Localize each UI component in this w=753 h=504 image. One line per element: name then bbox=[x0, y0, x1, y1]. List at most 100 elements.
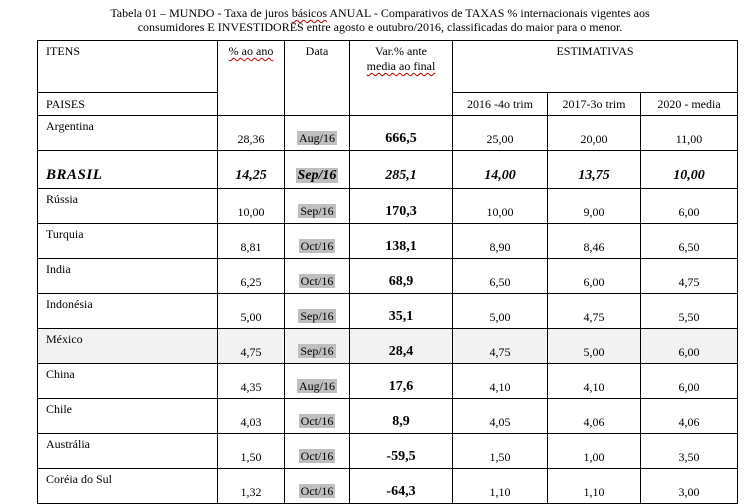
est-2020: 4,06 bbox=[639, 398, 739, 434]
table-row: Indonésia 5,00 Sep/16 35,1 5,00 4,75 5,5… bbox=[37, 293, 739, 329]
header-estimativas: ESTIMATIVAS bbox=[451, 40, 739, 93]
header-paises: PAISES bbox=[37, 92, 218, 116]
date-badge: Oct/16 bbox=[298, 484, 336, 498]
table-row: Chile 4,03 Oct/16 8,9 4,05 4,06 4,06 bbox=[37, 398, 739, 434]
var-pct: 285,1 bbox=[349, 150, 453, 189]
var-pct: 28,4 bbox=[349, 328, 453, 364]
rate-pct: 4,35 bbox=[217, 363, 285, 399]
est-2017: 9,00 bbox=[547, 188, 641, 224]
est-2020: 6,50 bbox=[639, 223, 739, 259]
rate-date: Oct/16 bbox=[284, 223, 350, 259]
est-2017: 4,06 bbox=[547, 398, 641, 434]
caption-text: Tabela 01 – MUNDO - Taxa de juros bbox=[110, 6, 292, 20]
est-2020: 10,00 bbox=[639, 150, 739, 189]
est-2020: 6,00 bbox=[639, 328, 739, 364]
header-pct-ao-ano: % ao ano bbox=[217, 40, 285, 116]
country-name: Turquia bbox=[37, 223, 218, 259]
rate-date: Oct/16 bbox=[284, 258, 350, 294]
table-row: Argentina 28,36 Aug/16 666,5 25,00 20,00… bbox=[37, 115, 739, 151]
rate-pct: 4,75 bbox=[217, 328, 285, 364]
date-badge: Oct/16 bbox=[298, 414, 336, 428]
est-2020: 5,50 bbox=[639, 293, 739, 329]
est-2017: 6,00 bbox=[547, 258, 641, 294]
country-name: India bbox=[37, 258, 218, 294]
rate-date: Sep/16 bbox=[284, 293, 350, 329]
est-2017: 4,75 bbox=[547, 293, 641, 329]
est-2017: 4,10 bbox=[547, 363, 641, 399]
rate-date: Sep/16 bbox=[284, 150, 350, 189]
rate-pct: 10,00 bbox=[217, 188, 285, 224]
date-badge: Oct/16 bbox=[298, 239, 336, 253]
var-pct: -64,3 bbox=[349, 468, 453, 504]
date-badge: Sep/16 bbox=[298, 309, 336, 323]
table-row: India 6,25 Oct/16 68,9 6,50 6,00 4,75 bbox=[37, 258, 739, 294]
header-est-2016: 2016 -4o trim bbox=[452, 92, 548, 116]
est-2020: 6,00 bbox=[639, 188, 739, 224]
table-row: Turquia 8,81 Oct/16 138,1 8,90 8,46 6,50 bbox=[37, 223, 739, 259]
est-2016: 4,05 bbox=[452, 398, 548, 434]
var-pct: 68,9 bbox=[349, 258, 453, 294]
est-2016: 1,10 bbox=[452, 468, 548, 504]
rate-date: Oct/16 bbox=[284, 433, 350, 469]
est-2017: 5,00 bbox=[547, 328, 641, 364]
est-2016: 10,00 bbox=[452, 188, 548, 224]
country-name: Indonésia bbox=[37, 293, 218, 329]
est-2020: 11,00 bbox=[639, 115, 739, 151]
table-caption: Tabela 01 – MUNDO - Taxa de juros básico… bbox=[60, 6, 700, 34]
header-row-1: ITENS % ao ano Data Var.% ante media ao … bbox=[37, 40, 739, 116]
interest-rate-table: ITENS % ao ano Data Var.% ante media ao … bbox=[37, 40, 739, 504]
est-2017: 1,10 bbox=[547, 468, 641, 504]
date-badge: Oct/16 bbox=[298, 449, 336, 463]
header-row-2: PAISES 2016 -4o trim 2017-3o trim 2020 -… bbox=[37, 92, 739, 116]
date-badge: Sep/16 bbox=[298, 344, 336, 358]
var-pct: 170,3 bbox=[349, 188, 453, 224]
country-name: México bbox=[37, 328, 218, 364]
rate-pct: 4,03 bbox=[217, 398, 285, 434]
table-row: México 4,75 Sep/16 28,4 4,75 5,00 6,00 bbox=[37, 328, 739, 364]
rate-date: Sep/16 bbox=[284, 188, 350, 224]
table-row: Coréia do Sul 1,32 Oct/16 -64,3 1,10 1,1… bbox=[37, 468, 739, 504]
est-2017: 8,46 bbox=[547, 223, 641, 259]
table-row: Rússia 10,00 Sep/16 170,3 10,00 9,00 6,0… bbox=[37, 188, 739, 224]
var-pct: 17,6 bbox=[349, 363, 453, 399]
caption-line-1: Tabela 01 – MUNDO - Taxa de juros básico… bbox=[60, 6, 700, 20]
country-name: China bbox=[37, 363, 218, 399]
var-pct: 666,5 bbox=[349, 115, 453, 151]
date-badge: Aug/16 bbox=[297, 379, 337, 393]
est-2016: 25,00 bbox=[452, 115, 548, 151]
caption-line-2: consumidores E INVESTIDORES entre agosto… bbox=[137, 20, 623, 34]
est-2016: 6,50 bbox=[452, 258, 548, 294]
header-var: Var.% ante media ao final bbox=[349, 40, 453, 116]
est-2017: 1,00 bbox=[547, 433, 641, 469]
var-pct: 8,9 bbox=[349, 398, 453, 434]
rate-pct: 8,81 bbox=[217, 223, 285, 259]
est-2016: 5,00 bbox=[452, 293, 548, 329]
est-2020: 3,00 bbox=[639, 468, 739, 504]
date-badge: Sep/16 bbox=[298, 204, 336, 218]
date-badge: Sep/16 bbox=[295, 168, 339, 183]
est-2016: 1,50 bbox=[452, 433, 548, 469]
est-2016: 14,00 bbox=[452, 150, 548, 189]
est-2020: 6,00 bbox=[639, 363, 739, 399]
country-name: Austrália bbox=[37, 433, 218, 469]
var-pct: -59,5 bbox=[349, 433, 453, 469]
rate-date: Oct/16 bbox=[284, 398, 350, 434]
est-2017: 13,75 bbox=[547, 150, 641, 189]
var-pct: 35,1 bbox=[349, 293, 453, 329]
rate-pct: 1,50 bbox=[217, 433, 285, 469]
rate-date: Aug/16 bbox=[284, 115, 350, 151]
header-itens: ITENS bbox=[37, 40, 218, 93]
header-pct-label: % ao ano bbox=[228, 44, 274, 58]
country-name: BRASIL bbox=[37, 150, 218, 189]
caption-text: ANUAL - Comparativos de TAXAS % internac… bbox=[327, 6, 650, 20]
country-name: Rússia bbox=[37, 188, 218, 224]
est-2020: 4,75 bbox=[639, 258, 739, 294]
header-est-2017: 2017-3o trim bbox=[547, 92, 641, 116]
var-pct: 138,1 bbox=[349, 223, 453, 259]
date-badge: Oct/16 bbox=[298, 274, 336, 288]
rate-date: Sep/16 bbox=[284, 328, 350, 364]
est-2016: 4,10 bbox=[452, 363, 548, 399]
header-var-line2: media ao final bbox=[366, 59, 436, 73]
rate-date: Oct/16 bbox=[284, 468, 350, 504]
header-data: Data bbox=[284, 40, 350, 116]
